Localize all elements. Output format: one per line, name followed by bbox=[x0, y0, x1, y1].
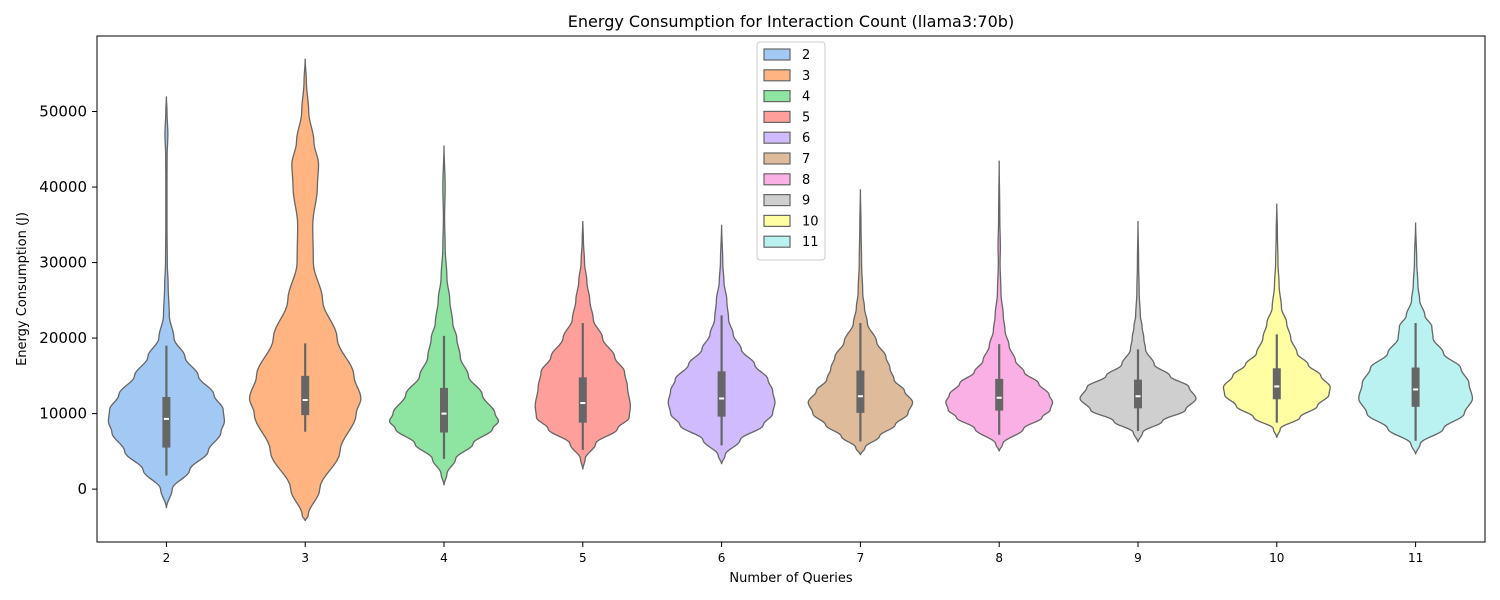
legend-swatch-4 bbox=[763, 89, 791, 103]
y-tick-label: 10000 bbox=[39, 405, 87, 423]
chart-title: Energy Consumption for Interaction Count… bbox=[568, 12, 1014, 31]
iqr-box-3 bbox=[301, 375, 310, 416]
legend-label-5: 5 bbox=[802, 110, 810, 125]
violin-7 bbox=[807, 189, 914, 456]
legend-label-8: 8 bbox=[802, 173, 810, 188]
x-tick-label: 7 bbox=[857, 551, 865, 565]
iqr-box-4 bbox=[440, 387, 448, 433]
y-tick-label: 20000 bbox=[39, 329, 87, 347]
y-axis-label: Energy Consumption (J) bbox=[15, 212, 30, 366]
violin-3 bbox=[248, 58, 362, 521]
legend-swatch-8 bbox=[763, 173, 791, 186]
legend-label-10: 10 bbox=[802, 214, 819, 229]
x-tick-label: 8 bbox=[995, 551, 1003, 565]
x-tick-label: 6 bbox=[718, 551, 726, 565]
x-tick-label: 11 bbox=[1408, 551, 1423, 565]
iqr-box-10 bbox=[1272, 368, 1281, 400]
legend: 2 3 4 5 6 7 8 9 10 11 bbox=[756, 41, 826, 261]
legend-label-11: 11 bbox=[802, 235, 819, 250]
iqr-box-11 bbox=[1411, 367, 1420, 407]
legend-label-7: 7 bbox=[802, 152, 810, 167]
violin-2 bbox=[107, 96, 226, 509]
x-tick-label: 3 bbox=[301, 551, 309, 565]
legend-label-4: 4 bbox=[802, 90, 810, 105]
legend-label-2: 2 bbox=[802, 48, 810, 63]
violin-layer bbox=[107, 58, 1474, 521]
x-axis: 2 3 4 5 6 7 8 9 10 11 bbox=[163, 542, 1423, 565]
legend-swatch-7 bbox=[763, 152, 791, 165]
legend-swatch-10 bbox=[763, 214, 791, 227]
legend-swatch-3 bbox=[763, 69, 791, 82]
violin-10 bbox=[1222, 203, 1331, 438]
legend-swatch-9 bbox=[763, 194, 791, 207]
legend-label-6: 6 bbox=[802, 131, 810, 146]
iqr-box-9 bbox=[1134, 379, 1142, 409]
x-tick-label: 2 bbox=[163, 551, 171, 565]
iqr-box-2 bbox=[162, 396, 171, 448]
violin-4 bbox=[388, 145, 500, 486]
legend-swatch-2 bbox=[763, 48, 791, 61]
y-tick-label: 30000 bbox=[39, 254, 87, 272]
iqr-box-8 bbox=[995, 378, 1004, 411]
legend-label-3: 3 bbox=[802, 69, 810, 84]
iqr-box-6 bbox=[717, 371, 726, 417]
iqr-box-5 bbox=[578, 377, 587, 423]
y-tick-label: 0 bbox=[77, 480, 87, 498]
legend-label-9: 9 bbox=[802, 194, 810, 209]
y-tick-label: 40000 bbox=[39, 178, 87, 196]
y-axis: 0 10000 20000 30000 40000 50000 bbox=[39, 103, 97, 498]
x-tick-label: 4 bbox=[440, 551, 448, 565]
x-axis-label: Number of Queries bbox=[729, 571, 852, 586]
violin-8 bbox=[945, 160, 1054, 452]
x-tick-label: 9 bbox=[1134, 551, 1142, 565]
iqr-box-7 bbox=[856, 370, 865, 413]
x-tick-label: 5 bbox=[579, 551, 587, 565]
y-tick-label: 50000 bbox=[39, 103, 87, 121]
violin-9 bbox=[1079, 221, 1197, 443]
x-tick-label: 10 bbox=[1269, 551, 1284, 565]
legend-swatch-11 bbox=[763, 235, 791, 248]
legend-swatch-6 bbox=[763, 131, 791, 144]
plot-frame bbox=[96, 35, 1486, 543]
legend-swatch-5 bbox=[763, 110, 791, 124]
